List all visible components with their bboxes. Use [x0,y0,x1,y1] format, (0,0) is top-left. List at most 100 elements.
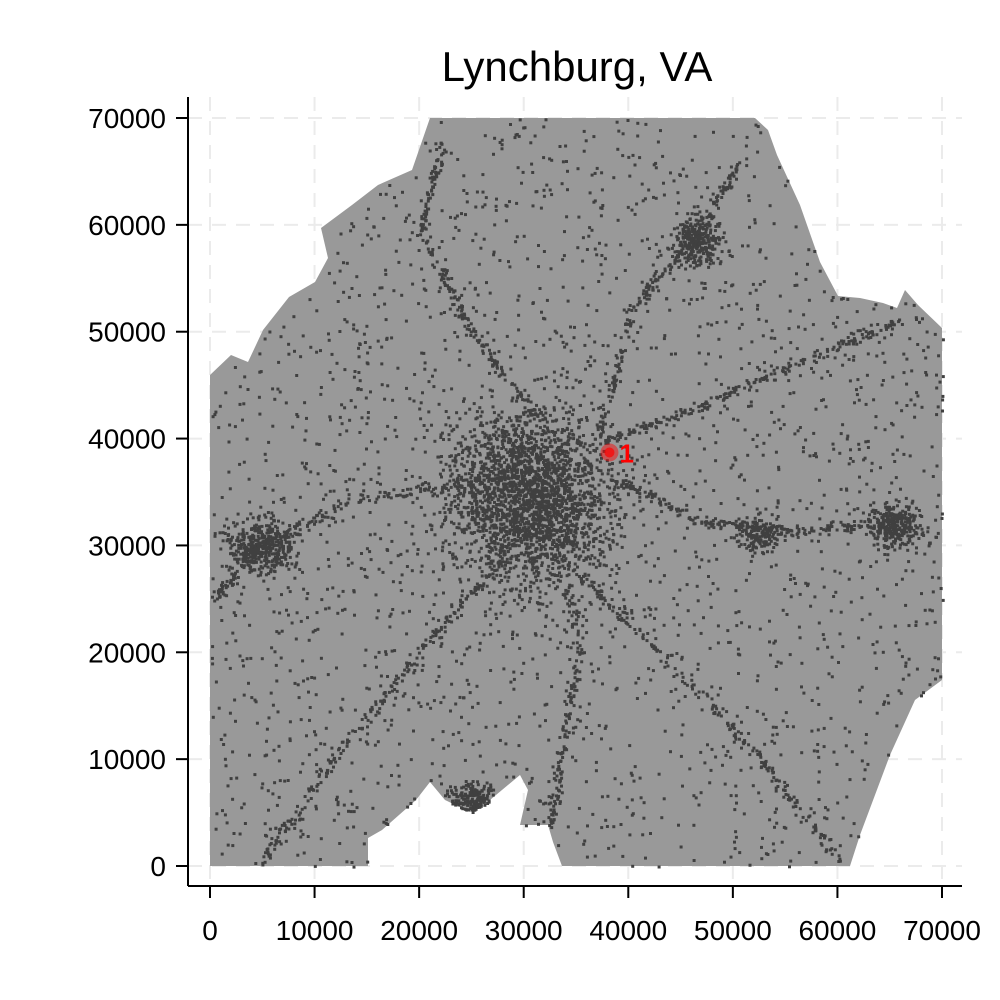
data-point-937 [484,196,488,200]
data-point-1860 [717,166,721,170]
data-point-1259 [921,317,924,321]
data-point-564 [656,708,660,712]
data-point-1218 [388,614,392,618]
data-point-905 [593,247,597,251]
data-point-3717 [538,595,542,599]
data-point-4062 [569,492,573,496]
data-point-1638 [274,663,278,667]
data-point-3002 [460,457,464,461]
data-point-4937 [270,560,274,564]
data-point-4919 [265,537,269,541]
data-point-4545 [522,460,526,463]
data-point-4309 [511,495,515,499]
data-point-1887 [352,865,356,869]
data-point-1128 [324,726,328,730]
data-point-994 [589,602,593,606]
data-point-2758 [522,507,525,511]
data-point-1963 [770,739,774,743]
data-point-246 [255,721,259,725]
data-point-101 [277,795,281,799]
data-point-4678 [213,532,217,536]
data-point-1914 [507,722,511,726]
data-point-1079 [397,783,401,787]
data-point-1275 [812,431,816,435]
data-point-3169 [552,482,556,486]
data-point-4018 [506,474,510,478]
data-point-335 [739,473,743,477]
data-point-899 [416,683,420,687]
data-point-1454 [582,149,586,153]
data-point-1447 [883,428,887,432]
data-point-4294 [508,489,512,493]
data-point-1233 [426,247,430,251]
data-point-863 [618,498,622,502]
data-point-2439 [534,549,538,553]
data-point-3596 [558,467,562,470]
data-point-347 [698,508,702,512]
data-point-3262 [577,501,581,505]
data-point-3135 [439,460,443,464]
data-point-4712 [274,563,278,567]
data-point-2532 [516,447,520,450]
data-point-3081 [546,446,549,450]
data-point-4194 [520,454,524,458]
data-point-3041 [489,459,493,463]
data-point-1628 [576,167,580,171]
data-point-979 [696,334,700,338]
data-point-2047 [401,694,405,698]
data-point-3998 [589,496,593,500]
map-region [210,118,942,866]
data-point-330 [302,679,305,683]
data-point-1753 [440,642,444,646]
data-point-4647 [517,452,521,456]
data-point-24 [846,542,850,546]
data-point-3335 [501,435,505,438]
data-point-399 [607,846,611,850]
data-point-1102 [219,738,223,741]
data-point-3960 [497,434,501,438]
data-point-1607 [639,553,643,557]
data-point-4785 [242,552,246,556]
data-point-4765 [264,515,268,519]
data-point-2105 [460,662,464,666]
data-point-1622 [812,749,816,753]
data-point-264 [389,723,393,727]
data-point-1570 [404,477,408,481]
data-point-2164 [338,269,342,273]
data-point-1407 [707,526,711,530]
data-point-2557 [569,511,573,515]
data-point-4873 [274,548,278,552]
data-point-1463 [831,321,835,325]
data-point-1222 [458,358,462,362]
data-point-970 [816,647,820,651]
data-point-3616 [586,461,590,465]
data-point-3914 [408,609,411,613]
data-point-3643 [471,466,475,470]
data-point-4600 [483,443,487,446]
data-point-2698 [508,450,512,454]
data-point-1430 [529,141,533,145]
data-point-1616 [704,171,708,175]
data-point-1864 [353,370,357,373]
data-point-494 [647,606,651,610]
data-point-2773 [457,474,461,477]
data-point-2216 [936,531,940,535]
data-point-4183 [509,504,513,508]
data-point-276 [479,414,483,418]
data-point-3445 [523,526,527,529]
data-point-1859 [331,586,335,590]
data-point-711 [608,486,612,490]
data-point-1124 [698,437,702,441]
data-point-1502 [215,812,219,816]
data-point-210 [618,590,621,594]
data-point-4117 [552,528,556,531]
data-point-1793 [467,363,471,367]
data-point-3748 [566,461,570,465]
data-point-849 [416,552,420,556]
data-point-301 [557,844,561,848]
data-point-1679 [802,446,805,450]
data-point-4228 [488,451,492,455]
data-point-2540 [523,578,527,582]
data-point-2187 [358,738,362,742]
data-point-4554 [583,442,587,446]
